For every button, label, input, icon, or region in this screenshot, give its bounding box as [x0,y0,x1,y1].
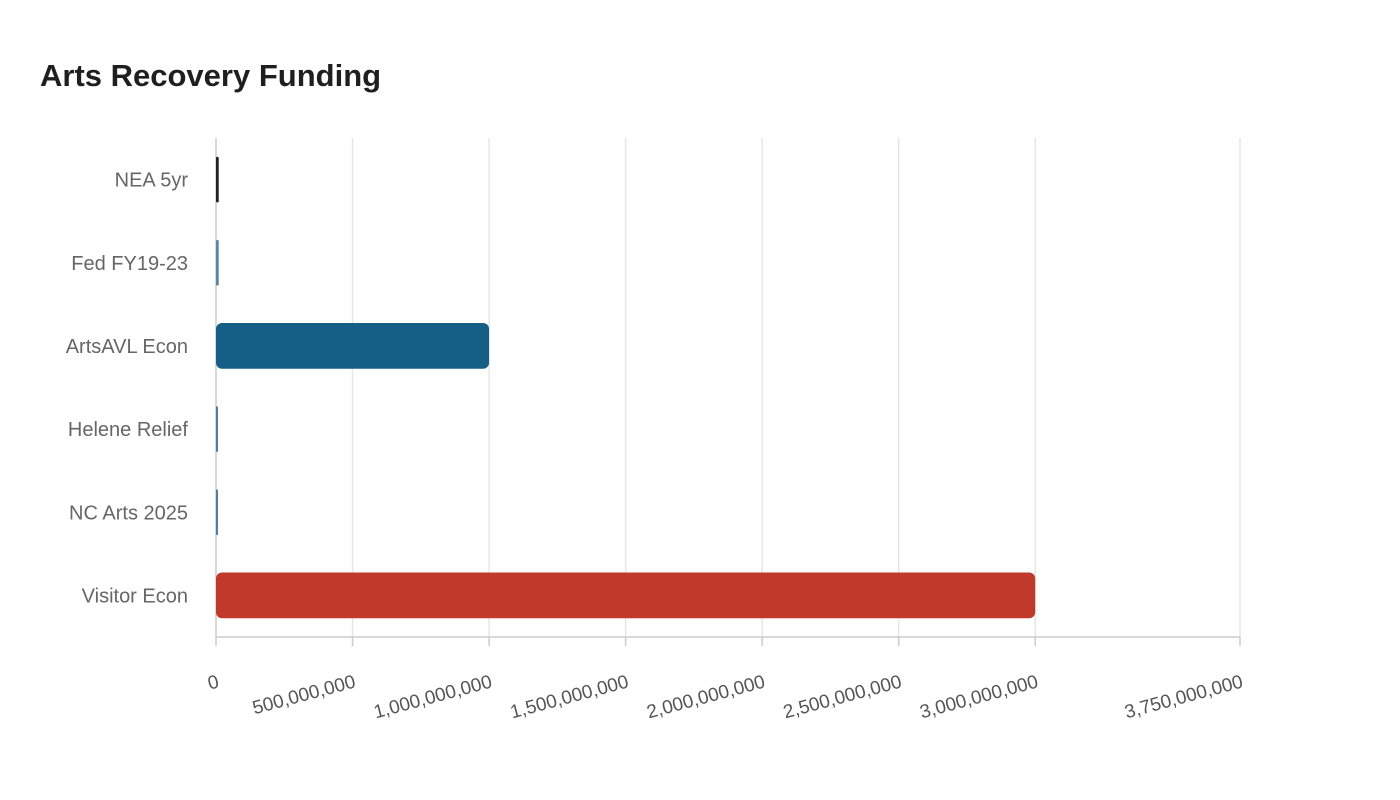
bar-helene-relief[interactable] [216,406,218,452]
category-label: Visitor Econ [82,585,188,607]
gridlines [351,138,1241,637]
category-label: Fed FY19-23 [71,253,188,275]
x-tick-label: 3,750,000,000 [1122,672,1245,724]
bar-nea-5yr[interactable] [216,156,219,203]
bar-nc-arts-2025[interactable] [216,489,218,536]
category-labels: NEA 5yr Fed FY19-23 ArtsAVL Econ Helene Rel… [66,170,189,608]
x-tick-label: 2,000,000,000 [645,672,768,724]
x-tick-label: 3,000,000,000 [918,672,1041,724]
chart-title: Arts Recovery Funding [40,58,382,93]
x-tick-label: 1,000,000,000 [372,672,495,724]
category-label: Helene Relief [68,419,189,441]
bar-fed-fy19-23[interactable] [216,239,219,286]
bar-artsavl-econ[interactable] [216,323,490,369]
bars [216,156,1036,619]
x-tick-label: 500,000,000 [250,672,358,720]
bar-visitor-econ[interactable] [216,572,1036,619]
x-tick-label: 2,500,000,000 [781,672,904,724]
category-label: NC Arts 2025 [69,502,188,524]
x-tick-label: 1,500,000,000 [508,672,631,724]
category-label: ArtsAVL Econ [66,336,188,358]
x-tick-label: 0 [206,672,222,695]
axes [215,138,1241,646]
category-label: NEA 5yr [115,170,189,192]
x-tick-labels: 0 500,000,000 1,000,000,000 1,500,000,000 2,… [206,672,1246,724]
